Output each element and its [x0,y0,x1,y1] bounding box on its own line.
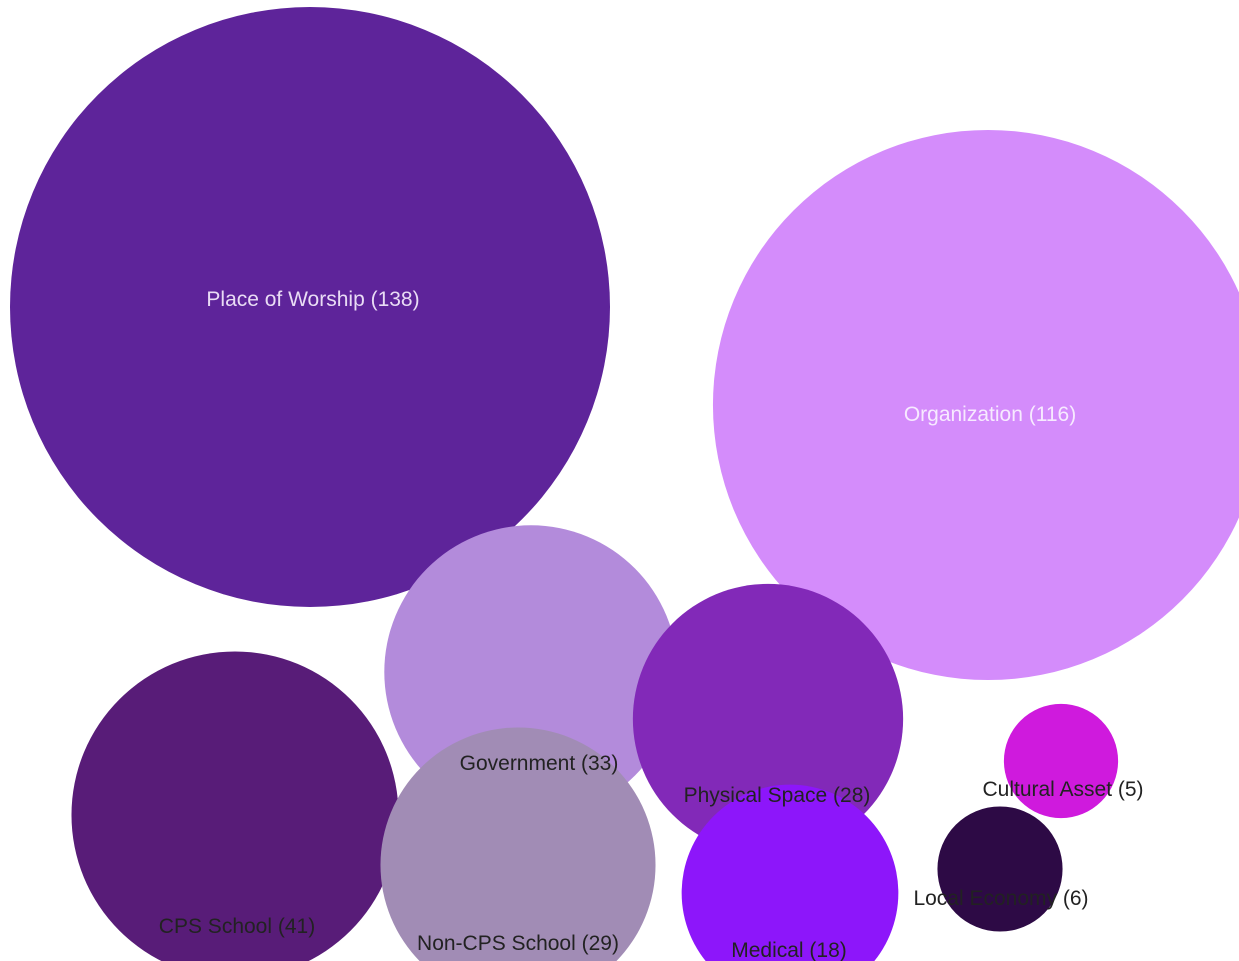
bubble-label-government: Government (33) [460,752,619,775]
bubble-label-organization: Organization (116) [904,403,1076,426]
bubble-label-place-of-worship: Place of Worship (138) [206,288,419,311]
bubble-label-local-economy: Local Economy (6) [913,887,1088,910]
bubble-label-cps-school: CPS School (41) [159,915,315,938]
bubble-label-cultural-asset: Cultural Asset (5) [982,778,1143,801]
bubble-label-medical: Medical (18) [731,939,847,961]
bubble-local-economy[interactable] [937,806,1062,931]
bubbles-layer [10,7,1239,961]
bubble-label-physical-space: Physical Space (28) [684,784,871,807]
bubble-label-non-cps-school: Non-CPS School (29) [417,932,619,955]
